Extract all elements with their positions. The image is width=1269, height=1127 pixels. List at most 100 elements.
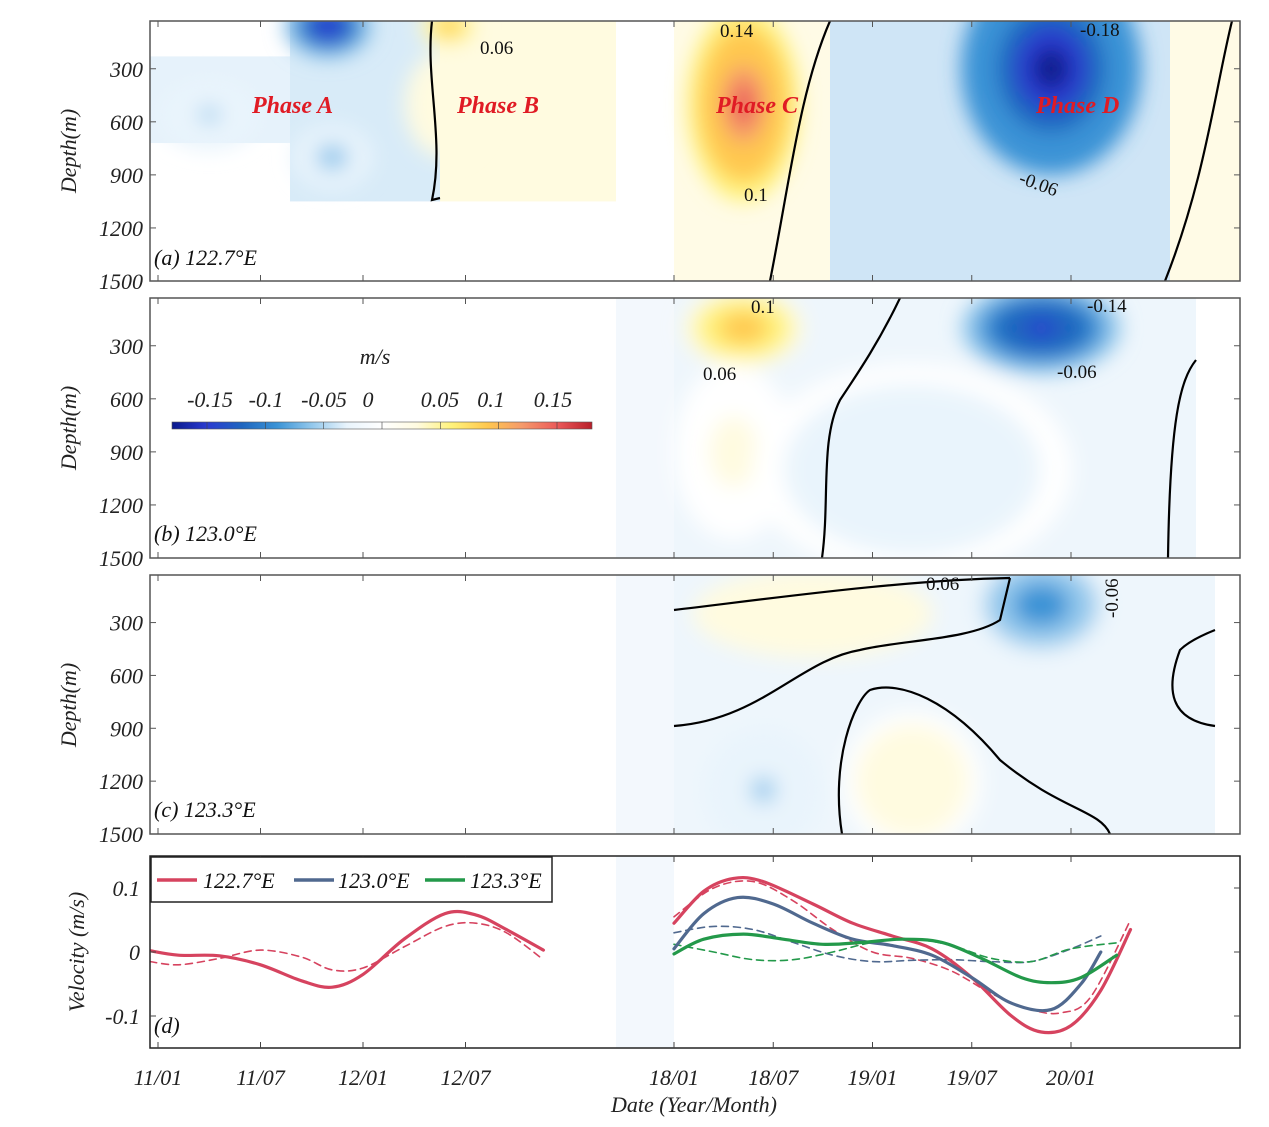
velocity-field — [673, 298, 1196, 558]
axes-box — [149, 574, 1241, 835]
velocity-contour-fill — [898, 767, 927, 796]
colorbar-tick-label: 0.15 — [534, 387, 573, 412]
velocity-contour-fill — [319, 21, 337, 33]
velocity-field — [150, 21, 1240, 281]
velocity-contour-fill — [443, 22, 456, 31]
colorbar-tick-label: -0.05 — [301, 387, 347, 412]
colorbar-tick-label: 0.1 — [477, 387, 505, 412]
y-tick-label: 300 — [109, 334, 143, 359]
x-tick-label: 11/01 — [134, 1065, 182, 1090]
y-tick-label: 1500 — [99, 269, 143, 294]
velocity-field — [674, 575, 1215, 834]
phase-a-label: Phase A — [251, 93, 333, 119]
contour-label-b-4: -0.06 — [1057, 362, 1097, 383]
contour-label-b-1: 0.1 — [751, 297, 775, 318]
y-tick-label: 1500 — [99, 822, 143, 847]
x-tick-label: 20/01 — [1046, 1065, 1096, 1090]
velocity-blobs — [159, 21, 1142, 202]
y-tick-label: 900 — [110, 440, 143, 465]
velocity-contour-fill — [324, 150, 341, 164]
y-tick-label: 0.1 — [113, 876, 141, 901]
y-axis-label-b: Depth(m) — [56, 386, 81, 471]
contour-label-b-3: -0.14 — [1087, 296, 1127, 317]
panel-c-heatmap: 300 600 900 1200 1500 — [99, 574, 1241, 847]
zero-contour — [768, 21, 832, 281]
phase-c-label: Phase C — [715, 93, 799, 119]
panel-b-heatmap: 300 600 900 1200 1500 — [99, 297, 1241, 571]
legend-box — [150, 856, 553, 903]
panel-b-label: (b) 123.0°E — [154, 521, 257, 546]
zero-contour — [673, 577, 1012, 728]
colorbar-tick-label: -0.15 — [187, 387, 233, 412]
y-tick-label: 1200 — [99, 493, 143, 518]
y-axis-label-c: Depth(m) — [56, 663, 81, 748]
contour-label-a-1: 0.06 — [480, 38, 513, 59]
series-line-122-7-e-dashed- — [673, 880, 1132, 1015]
gap-shading — [616, 298, 674, 558]
y-tick-label: 1200 — [99, 216, 143, 241]
series-lines — [150, 875, 1133, 1035]
y-tick-label: 1500 — [99, 546, 143, 571]
velocity-contour-fill — [1027, 594, 1056, 616]
contour-label-a-2: 0.14 — [720, 21, 754, 42]
x-tick-label: 12/01 — [338, 1065, 388, 1090]
series-line-122-7-e — [150, 909, 545, 989]
gap-shading — [616, 575, 674, 834]
zero-contour — [1171, 628, 1216, 728]
legend: 122.7°E 123.0°E 123.3°E — [150, 856, 553, 903]
zero-contours — [820, 298, 1197, 558]
y-tick-label: 0 — [129, 940, 140, 965]
velocity-contour-fill — [751, 777, 776, 803]
panel-c-label: (c) 123.3°E — [154, 797, 256, 822]
colorbar-unit-label: m/s — [360, 344, 391, 369]
y-tick-label: -0.1 — [105, 1004, 140, 1029]
velocity-contour-fill — [1025, 318, 1058, 338]
series-line-122-7-e — [672, 875, 1133, 1035]
velocity-contour-fill — [788, 604, 837, 623]
x-tick-label: 18/07 — [748, 1065, 799, 1090]
zero-contour — [820, 298, 901, 558]
contour-label-c-2: -0.06 — [1102, 578, 1123, 618]
phase-d-label: Phase D — [1035, 93, 1119, 119]
legend-label-122-7: 122.7°E — [203, 868, 275, 893]
y-tick-label: 300 — [109, 611, 143, 636]
contour-label-c-1: 0.06 — [926, 574, 959, 595]
velocity-contour-fill — [721, 434, 746, 470]
x-tick-label: 19/07 — [947, 1065, 998, 1090]
zero-contours — [429, 21, 1234, 281]
y-axis-label-d: Velocity (m/s) — [64, 892, 89, 1012]
zero-contours — [673, 576, 1216, 834]
series-line-122-7-e-dashed- — [150, 921, 545, 972]
gap-shading — [616, 856, 674, 1048]
y-axis-label-a: Depth(m) — [56, 109, 81, 194]
panel-d-line-chart: 0.1 0 -0.1 11/01 11/07 12/01 12/07 18/01 18/07 19… — [105, 855, 1241, 1090]
colorbar: m/s -0.15 -0.1 -0.05 0 0.05 0.1 0.15 — [171, 344, 593, 430]
y-tick-label: 300 — [109, 57, 143, 82]
velocity-blobs — [692, 575, 1112, 834]
zero-contour — [673, 576, 1011, 612]
velocity-contour-fill — [437, 93, 453, 115]
x-tick-label: 19/01 — [847, 1065, 897, 1090]
x-axis-label: Date (Year/Month) — [610, 1092, 777, 1117]
contour-label-a-4: -0.18 — [1080, 20, 1120, 41]
gap-shading — [616, 21, 674, 281]
colorbar-tick-label: 0 — [363, 387, 374, 412]
legend-label-123-0: 123.0°E — [338, 868, 410, 893]
axes-box — [149, 297, 1241, 559]
contour-label-b-2: 0.06 — [703, 364, 736, 385]
x-tick-label: 18/01 — [649, 1065, 699, 1090]
axes-box — [149, 20, 1241, 282]
y-tick-label: 1200 — [99, 769, 143, 794]
velocity-contour-fill — [732, 84, 755, 124]
x-tick-label: 11/07 — [236, 1065, 285, 1090]
series-line-123-3-e — [672, 932, 1119, 985]
velocity-blobs — [673, 298, 1122, 558]
panel-a-label: (a) 122.7°E — [154, 245, 257, 270]
y-tick-label: 600 — [110, 110, 143, 135]
contour-label-a-3: 0.1 — [744, 185, 768, 206]
zero-contour — [1166, 359, 1197, 558]
phase-b-label: Phase B — [456, 93, 539, 119]
legend-label-123-3: 123.3°E — [470, 868, 542, 893]
series-line-123-0-e — [672, 895, 1103, 1013]
